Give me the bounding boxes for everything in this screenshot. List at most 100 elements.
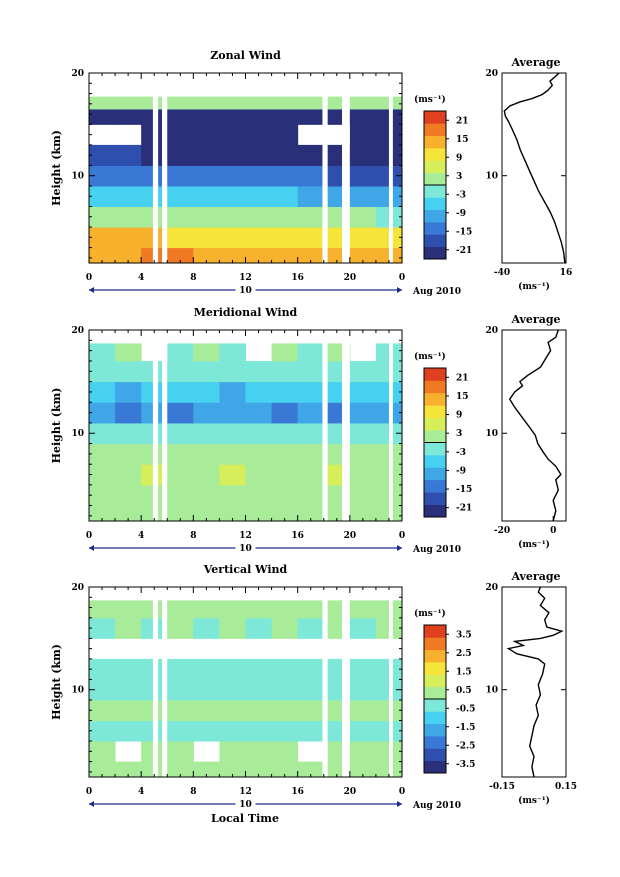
x-tick-label: 0 (399, 787, 405, 797)
heatmap-cell (167, 124, 194, 146)
heatmap-cell (89, 720, 116, 742)
x-tick-label: 20 (344, 787, 357, 797)
data-gap (152, 73, 159, 263)
heatmap-cell (89, 96, 116, 110)
heatmap-cell (115, 658, 142, 680)
data-gap (152, 330, 159, 521)
heatmap-cell (271, 600, 299, 619)
x-tick-label: 20 (344, 531, 357, 541)
heatmap-cell (167, 679, 194, 701)
heatmap-cell (193, 679, 220, 701)
heatmap-cell (115, 206, 142, 228)
heatmap-cell (297, 720, 325, 742)
heatmap-cell (89, 617, 116, 639)
data-gap (152, 587, 159, 777)
heatmap-cell (219, 206, 246, 228)
heatmap-cell (115, 144, 142, 166)
colorbar-tick-label: -21 (456, 246, 472, 256)
heatmap-cell (219, 464, 246, 486)
colorbar-tick-label: -2.5 (456, 741, 475, 751)
heatmap-cell (167, 402, 194, 424)
data-gap (388, 73, 393, 263)
colorbar-tick-label: 3 (456, 172, 462, 182)
heatmap-cell (193, 600, 220, 619)
heatmap-cell (271, 185, 299, 208)
heatmap-cell (167, 617, 194, 639)
heatmap-cell (349, 402, 377, 424)
y-axis-label: Height (km) (50, 388, 63, 464)
heatmap-cell (271, 443, 299, 465)
colorbar-swatch (424, 160, 446, 174)
data-gap (342, 330, 350, 521)
colorbar-tick-label: -0.5 (456, 704, 475, 714)
heatmap-cell (297, 108, 325, 125)
x-tick-label: 0 (86, 787, 92, 797)
colorbar-tick-label: 2.5 (456, 649, 472, 659)
data-gap (322, 587, 328, 777)
heatmap-cell (245, 185, 273, 208)
heatmap-cells (89, 330, 403, 522)
y-tick-label: 10 (71, 429, 84, 439)
heatmap-cell (297, 464, 325, 486)
heatmap-cell (115, 108, 142, 125)
heatmap-cell (115, 443, 142, 465)
colorbar-swatch (424, 430, 446, 443)
date-month: Aug 2010 (412, 287, 461, 297)
heatmap-cell (245, 720, 273, 742)
colorbar-tick-label: 3 (456, 429, 462, 439)
colorbar-swatch (424, 467, 446, 481)
average-frame (501, 586, 567, 778)
heatmap-cell (167, 227, 194, 249)
heatmap-cell (219, 165, 246, 187)
heatmap-cell (115, 227, 142, 249)
heatmap-cell (89, 165, 116, 187)
heatmap-cell (167, 360, 194, 383)
colorbar-tick-label: 21 (456, 373, 469, 383)
heatmap-cell (349, 108, 377, 125)
panel-title: Meridional Wind (194, 306, 298, 319)
heatmap-cell (89, 679, 116, 701)
heatmap-cell (271, 360, 299, 383)
heatmap-cell (219, 600, 246, 619)
y-axis: 2010 (71, 326, 402, 517)
heatmap-cell (115, 360, 142, 383)
average-y-tick-label: 10 (485, 172, 498, 182)
heatmap-cell (115, 699, 142, 722)
heatmap-cell (219, 699, 246, 722)
heatmap-cell (245, 679, 273, 701)
heatmap-cell (349, 381, 377, 403)
date-axis: 10 Aug 2010 (89, 542, 461, 555)
heatmap-cell (271, 108, 299, 125)
y-tick-label: 20 (71, 583, 84, 593)
date-arrow-left (89, 287, 94, 293)
colorbar-swatch (424, 492, 446, 505)
heatmap-cell (297, 343, 325, 362)
data-gap (388, 330, 393, 521)
average-profile: Average 20 10 -40 16 (ms⁻¹) (485, 56, 572, 292)
heatmap-cell (297, 247, 325, 264)
heatmap-cell (219, 227, 246, 249)
colorbar-swatch (424, 699, 446, 712)
heatmap-cell (219, 124, 246, 146)
colorbar-swatch (424, 222, 446, 235)
x-tick-label: 8 (190, 787, 196, 797)
heatmap-cell (297, 96, 325, 110)
colorbar: (ms⁻¹) 21 15 9 3 -3 -9 -15 -21 (414, 351, 472, 518)
average-line (508, 329, 562, 522)
heatmap-cell (245, 443, 273, 465)
x-tick-label: 0 (86, 531, 92, 541)
data-gap (162, 330, 168, 521)
heatmap-cell (167, 658, 194, 680)
date-day: 10 (239, 800, 252, 810)
heatmap-cell (271, 206, 299, 228)
heatmap-cell (167, 741, 194, 763)
x-tick-label: 12 (239, 273, 252, 283)
heatmap-cell (245, 464, 273, 486)
heatmap-cell (245, 699, 273, 722)
heatmap-cell (297, 206, 325, 228)
colorbar-swatch (424, 637, 446, 651)
heatmap-cell (193, 381, 220, 403)
heatmap-cell (271, 144, 299, 166)
colorbar-tick-label: -3.5 (456, 760, 475, 770)
date-arrow-right (397, 287, 402, 293)
